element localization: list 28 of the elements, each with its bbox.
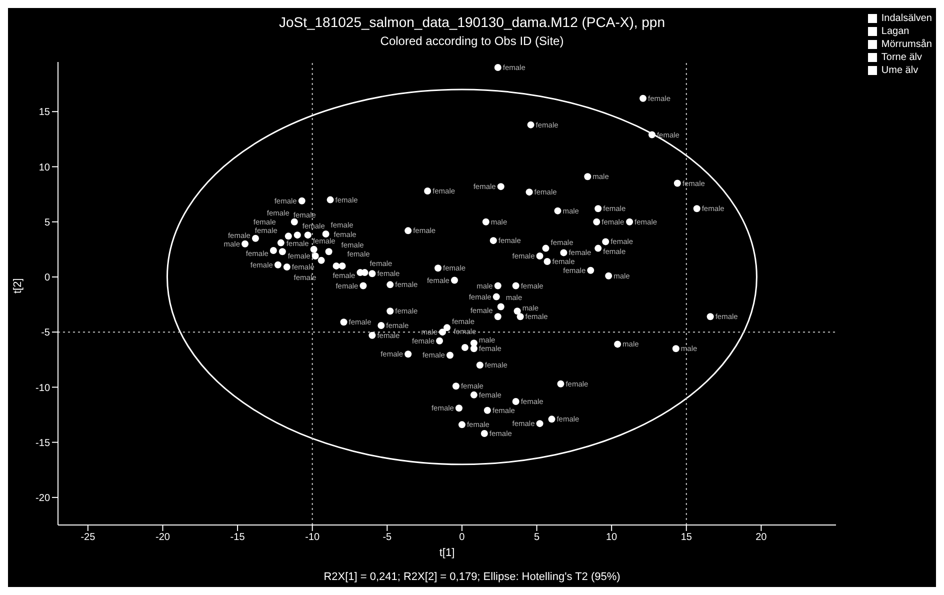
legend-label: Ume älv [881,65,918,76]
x-axis-title: t[1] [439,547,455,559]
y-tick-label: -15 [36,438,50,449]
x-tick-label: 15 [680,532,692,544]
y-tick-label: -10 [36,382,50,394]
x-tick-label: 10 [606,532,618,544]
x-tick-label: 0 [459,532,466,544]
y-axis-title: t[2] [12,278,24,294]
y-tick-label: 0 [44,272,50,284]
y-tick-label: 5 [44,217,50,228]
x-tick-label: 5 [534,532,540,544]
x-tick-label: -20 [156,532,170,544]
x-tick-label: -25 [80,532,96,544]
y-tick-label: 10 [38,162,50,174]
chart-subtitle: Colored according to Obs ID (Site) [380,34,564,48]
legend-label: Lagan [881,26,910,37]
legend-label: Torne älv [881,52,922,63]
legend-label: Mörrumsån [881,39,932,50]
y-tick-label: -5 [41,328,50,339]
chart-title: JoSt_181025_salmon_data_190130_dama.M12 (PCA-X), ppn [278,14,666,30]
y-tick-label: 15 [38,107,50,118]
legend-label: Indalsälven [881,13,932,24]
x-tick-label: -10 [305,532,320,544]
x-tick-label: 20 [756,532,768,544]
y-tick-label: -20 [36,492,50,504]
x-tick-label: -5 [382,532,392,544]
text: R2X[1] = 0,241; R2X[2] = 0,179; Ellipse: Hotelling's T2 (95%) [322,571,622,583]
x-tick-label: -15 [230,532,246,544]
